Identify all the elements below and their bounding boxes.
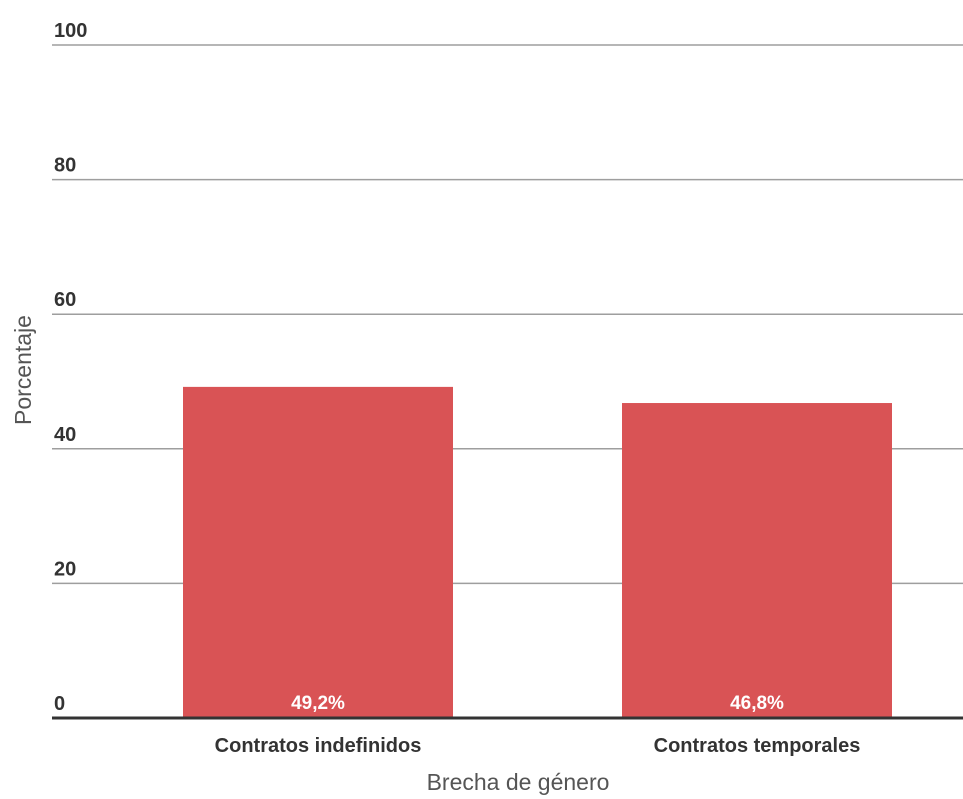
- bars: [183, 386, 892, 718]
- bar: [183, 386, 453, 718]
- y-tick-label: 0: [54, 693, 65, 715]
- y-tick-label: 100: [54, 20, 87, 42]
- bar-data-label: 49,2%: [291, 693, 345, 714]
- y-axis-title: Porcentaje: [10, 315, 36, 425]
- bar-data-label: 46,8%: [730, 693, 784, 714]
- x-category-label: Contratos temporales: [654, 735, 861, 757]
- y-tick-label: 20: [54, 558, 76, 580]
- labels: 0 20 40 60 80 100 49,2% Contratos indefinidos 46…: [52, 20, 963, 757]
- y-tick-label: 80: [54, 155, 76, 177]
- y-tick-label: 40: [54, 424, 76, 446]
- bar: [622, 403, 892, 718]
- x-category-label: Contratos indefinidos: [215, 735, 422, 757]
- y-tick-label: 60: [54, 289, 76, 311]
- x-axis-title: Brecha de género: [427, 769, 610, 795]
